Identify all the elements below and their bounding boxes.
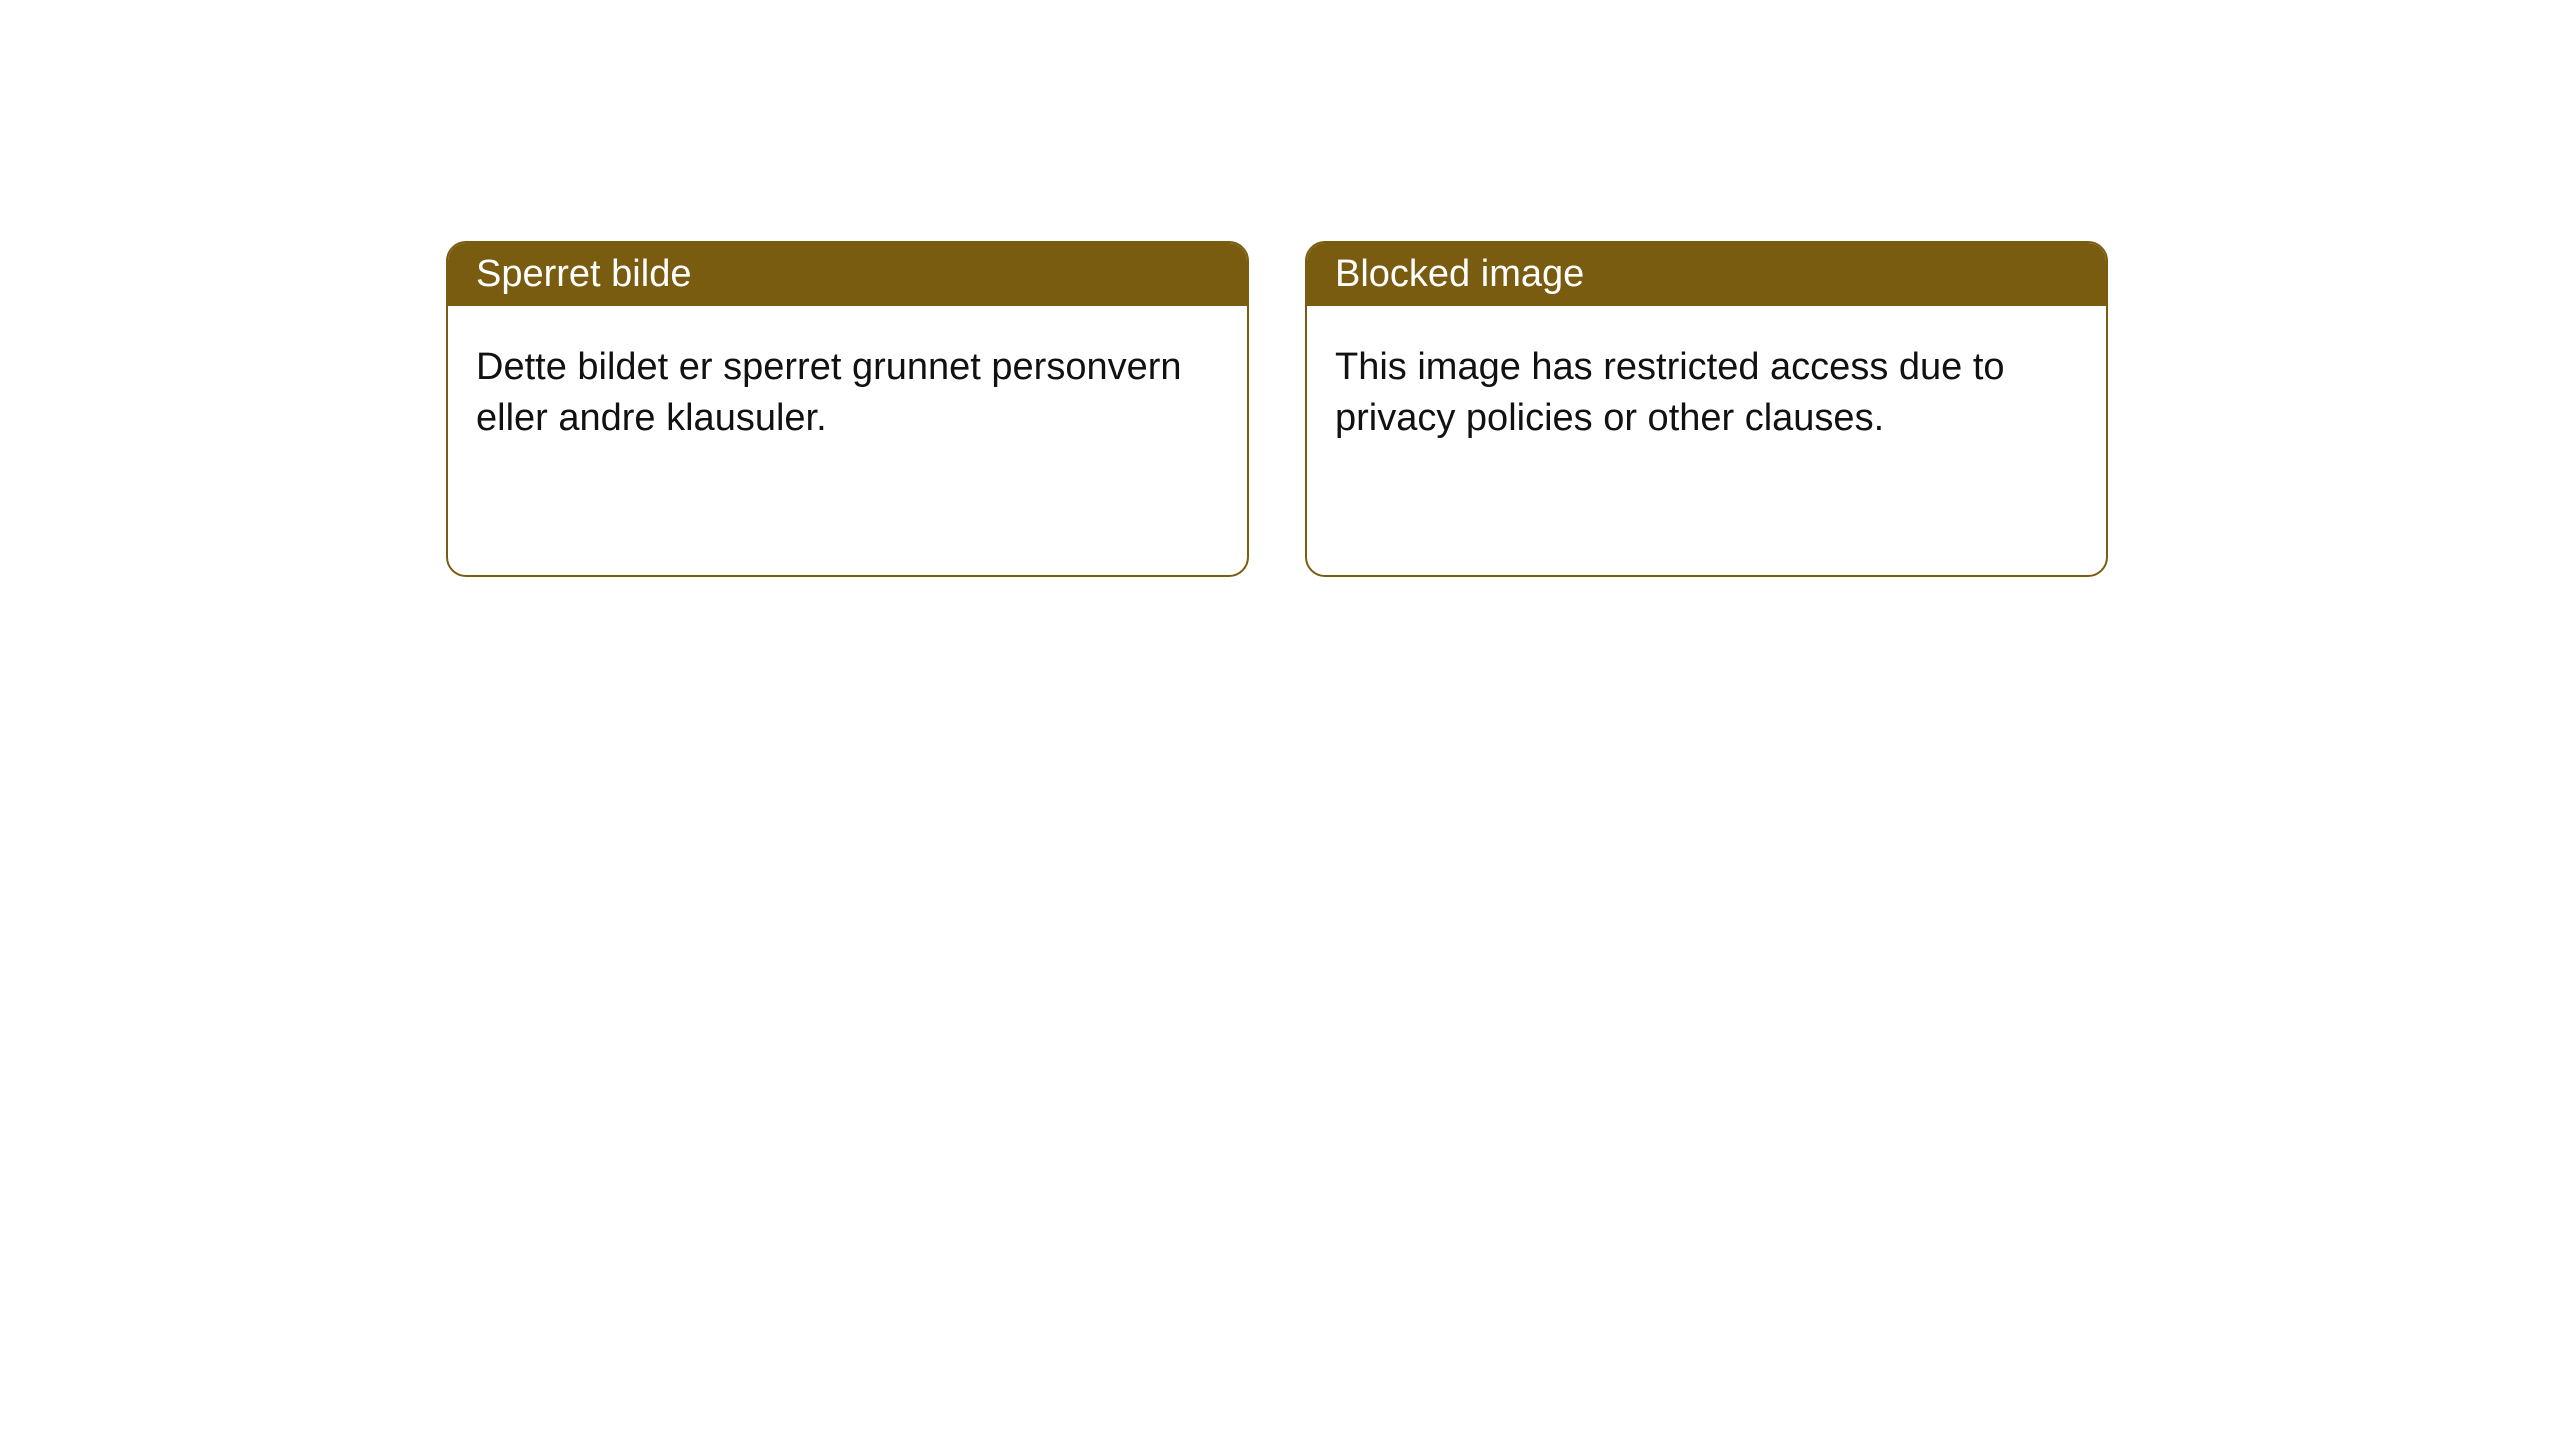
- notice-card-english: Blocked image This image has restricted …: [1305, 241, 2108, 577]
- notice-card-body: Dette bildet er sperret grunnet personve…: [448, 306, 1247, 481]
- notice-card-body: This image has restricted access due to …: [1307, 306, 2106, 481]
- notice-card-norwegian: Sperret bilde Dette bildet er sperret gr…: [446, 241, 1249, 577]
- notice-card-header: Sperret bilde: [448, 243, 1247, 306]
- notice-card-header: Blocked image: [1307, 243, 2106, 306]
- notice-cards-container: Sperret bilde Dette bildet er sperret gr…: [446, 241, 2108, 577]
